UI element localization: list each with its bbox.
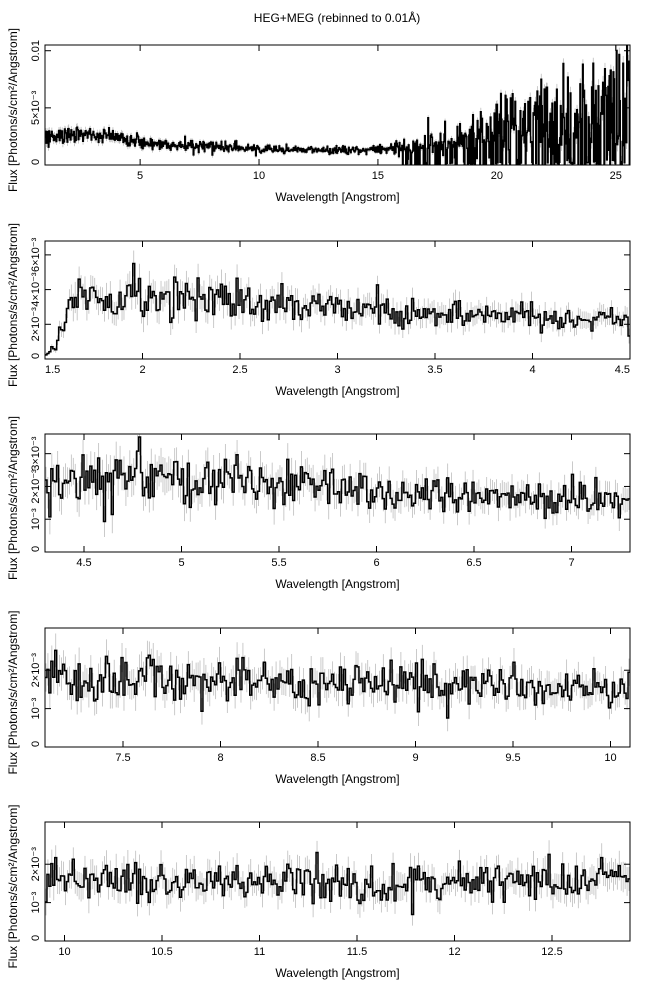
y-tick-label: 0 (30, 935, 42, 941)
y-tick-label: 2×10⁻³ (30, 469, 42, 504)
x-tick-label: 2 (139, 364, 145, 376)
x-tick-label: 9 (412, 752, 418, 764)
y-tick-label: 0 (30, 741, 42, 747)
x-tick-label: 7.5 (115, 752, 130, 764)
spectrum-line (45, 649, 630, 719)
x-tick-label: 12 (448, 946, 460, 958)
x-tick-label: 5.5 (271, 557, 286, 569)
y-tick-label: 0.01 (30, 40, 42, 61)
y-tick-label: 5×10⁻³ (30, 90, 42, 125)
plot-frame (44, 627, 631, 748)
plot-frame (44, 433, 631, 553)
y-axis-label: Flux [Photons/s/cm²/Angstrom] (6, 223, 20, 387)
spectrum-panel: 7.5 8 8.5 9 9.5 10 0 10⁻³ 2×10⁻³ Wavelength [Angs… (6, 610, 631, 786)
x-tick-label: 2.5 (232, 364, 247, 376)
figure-title: HEG+MEG (rebinned to 0.01Å) (254, 10, 420, 25)
x-tick-label: 25 (610, 170, 622, 182)
y-axis-label: Flux [Photons/s/cm²/Angstrom] (6, 416, 20, 580)
x-tick-label: 10 (58, 946, 70, 958)
y-tick-label: 10⁻³ (30, 697, 42, 719)
spectrum-line (45, 262, 630, 356)
error-bars (45, 434, 630, 537)
x-axis-label: Wavelength [Angstrom] (275, 966, 399, 980)
x-tick-label: 5 (137, 170, 143, 182)
y-tick-label: 2×10⁻³ (30, 847, 42, 882)
x-tick-label: 12.5 (541, 946, 562, 958)
x-tick-label: 4 (529, 364, 535, 376)
x-axis-label: Wavelength [Angstrom] (275, 577, 399, 591)
y-axis-label: Flux [Photons/s/cm²/Angstrom] (6, 804, 20, 968)
spectrum-panel: 1.5 2 2.5 3 3.5 4 4.5 0 2×10⁻³4×10⁻³6×10⁻³ Wavele… (6, 223, 631, 398)
error-bars (45, 633, 630, 732)
y-tick-label: 2×10⁻³ (30, 653, 42, 688)
spectrum-line (45, 851, 630, 916)
y-tick-label: 10⁻³ (30, 891, 42, 913)
spectrum-line (45, 436, 630, 523)
x-tick-label: 6.5 (466, 557, 481, 569)
x-tick-label: 15 (372, 170, 384, 182)
spectrum-panel: 5 10 15 20 25 0 5×10⁻³ 0.01 Wavelength [Angstrom… (6, 28, 631, 204)
x-tick-label: 8.5 (310, 752, 325, 764)
x-tick-label: 4.5 (615, 364, 630, 376)
x-axis-label: Wavelength [Angstrom] (275, 190, 399, 204)
y-axis-label: Flux [Photons/s/cm²/Angstrom] (6, 28, 20, 192)
x-axis-label: Wavelength [Angstrom] (275, 384, 399, 398)
x-tick-label: 10 (253, 170, 265, 182)
x-tick-label: 10.5 (151, 946, 172, 958)
plot-frame (44, 44, 631, 166)
x-tick-label: 11.5 (347, 946, 368, 958)
y-tick-label: 3×10⁻³ (30, 436, 42, 471)
y-tick-label: 10⁻³ (30, 508, 42, 530)
y-tick-label: 0 (30, 353, 42, 359)
x-tick-label: 7 (568, 557, 574, 569)
x-axis-label: Wavelength [Angstrom] (275, 772, 399, 786)
x-tick-label: 1.5 (45, 364, 60, 376)
x-tick-label: 9.5 (505, 752, 520, 764)
y-tick-label: 0 (30, 546, 42, 552)
x-tick-label: 5 (178, 557, 184, 569)
x-tick-label: 10 (604, 752, 616, 764)
y-tick-label: 2×10⁻³ (30, 307, 42, 342)
plot-frame (44, 821, 631, 942)
x-tick-label: 4.5 (76, 557, 91, 569)
spectrum-line (45, 45, 630, 165)
y-tick-label: 4×10⁻³ (30, 272, 42, 307)
y-axis-label: Flux [Photons/s/cm²/Angstrom] (6, 610, 20, 774)
x-tick-label: 3.5 (427, 364, 442, 376)
y-tick-label: 6×10⁻³ (30, 237, 42, 272)
x-tick-label: 3 (334, 364, 340, 376)
x-tick-label: 6 (373, 557, 379, 569)
x-tick-label: 20 (491, 170, 503, 182)
spectrum-panel: 4.5 5 5.5 6 6.5 7 0 10⁻³ 2×10⁻³3×10⁻³ Wavelength … (6, 416, 631, 591)
spectrum-panel: 10 10.5 11 11.5 12 12.5 0 10⁻³ 2×10⁻³ Wavelength … (6, 804, 631, 980)
y-tick-label: 0 (30, 159, 42, 165)
x-tick-label: 8 (217, 752, 223, 764)
x-tick-label: 11 (254, 946, 265, 958)
